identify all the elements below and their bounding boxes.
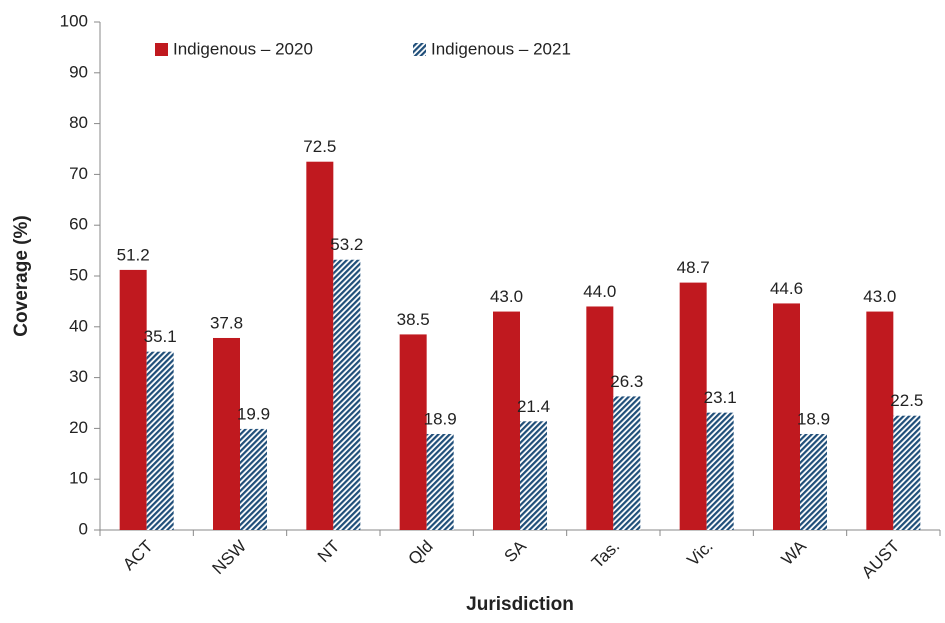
y-tick-label: 70 bbox=[69, 164, 88, 183]
data-label: 21.4 bbox=[517, 397, 550, 416]
bar bbox=[306, 161, 334, 530]
bar bbox=[706, 412, 734, 530]
bar bbox=[866, 311, 894, 530]
y-tick-label: 30 bbox=[69, 367, 88, 386]
y-tick-label: 90 bbox=[69, 62, 88, 81]
x-tick-label: Tas. bbox=[588, 537, 623, 572]
bar bbox=[146, 351, 174, 530]
data-label: 23.1 bbox=[704, 388, 737, 407]
y-tick-label: 0 bbox=[79, 519, 88, 538]
bar bbox=[240, 428, 267, 530]
bar bbox=[213, 337, 240, 530]
data-label: 53.2 bbox=[330, 235, 363, 254]
y-tick-label: 10 bbox=[69, 469, 88, 488]
bar bbox=[586, 306, 614, 530]
y-tick-label: 100 bbox=[60, 11, 88, 30]
data-label: 37.8 bbox=[210, 313, 243, 332]
x-tick-label: AUST bbox=[858, 537, 903, 582]
x-tick-label: Qld bbox=[405, 537, 437, 569]
x-tick-label: Vic. bbox=[683, 537, 716, 570]
bar bbox=[119, 269, 147, 530]
data-label: 43.0 bbox=[863, 287, 896, 306]
x-tick-label: NT bbox=[314, 537, 343, 566]
bar bbox=[773, 303, 800, 530]
y-tick-label: 60 bbox=[69, 215, 88, 234]
legend-swatch bbox=[413, 43, 426, 56]
data-label: 26.3 bbox=[610, 372, 643, 391]
bar bbox=[613, 396, 641, 530]
legend-label: Indigenous – 2020 bbox=[173, 39, 313, 58]
data-label: 35.1 bbox=[144, 327, 177, 346]
bar bbox=[333, 259, 361, 530]
data-label: 44.0 bbox=[583, 282, 616, 301]
bar bbox=[679, 282, 707, 530]
x-tick-label: ACT bbox=[119, 537, 156, 574]
data-label: 22.5 bbox=[890, 391, 923, 410]
bar bbox=[893, 415, 921, 530]
data-label: 18.9 bbox=[797, 409, 830, 428]
x-tick-label: WA bbox=[778, 536, 811, 569]
x-axis-title: Jurisdiction bbox=[466, 594, 574, 615]
bar bbox=[520, 421, 547, 530]
bar bbox=[399, 334, 427, 530]
y-axis-title: Coverage (%) bbox=[11, 215, 32, 336]
data-label: 43.0 bbox=[490, 287, 523, 306]
bar bbox=[493, 311, 520, 530]
legend-label: Indigenous – 2021 bbox=[431, 39, 571, 58]
legend-swatch bbox=[155, 43, 168, 56]
bar bbox=[800, 433, 827, 530]
x-tick-label: NSW bbox=[209, 537, 250, 578]
y-tick-label: 20 bbox=[69, 418, 88, 437]
data-label: 72.5 bbox=[303, 137, 336, 156]
y-tick-label: 40 bbox=[69, 316, 88, 335]
data-label: 44.6 bbox=[770, 279, 803, 298]
y-tick-label: 50 bbox=[69, 265, 88, 284]
y-tick-label: 80 bbox=[69, 113, 88, 132]
data-label: 19.9 bbox=[237, 404, 270, 423]
data-label: 51.2 bbox=[117, 245, 150, 264]
data-label: 18.9 bbox=[424, 409, 457, 428]
x-tick-label: SA bbox=[501, 536, 531, 566]
data-label: 48.7 bbox=[677, 258, 710, 277]
data-label: 38.5 bbox=[397, 310, 430, 329]
bar bbox=[426, 433, 454, 530]
